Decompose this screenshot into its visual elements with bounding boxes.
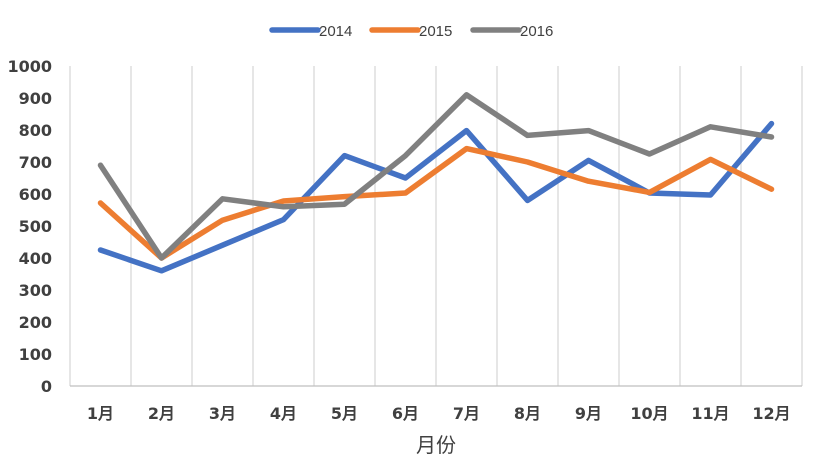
y-tick-label: 200 (19, 313, 52, 332)
legend-label-2016: 2016 (520, 23, 553, 40)
y-tick-label: 800 (19, 121, 52, 140)
y-tick-label: 600 (19, 185, 52, 204)
series-layer (97, 92, 775, 274)
y-tick-label: 500 (19, 217, 52, 236)
x-tick-label: 1月 (87, 404, 114, 423)
y-tick-label: 700 (19, 153, 52, 172)
legend-label-2015: 2015 (419, 23, 452, 40)
x-axis-title: 月份 (416, 433, 456, 457)
x-tick-label: 2月 (148, 404, 175, 423)
y-tick-label: 300 (19, 281, 52, 300)
series-line-2015 (97, 145, 775, 261)
grid-layer (69, 66, 803, 386)
axis-layer: 0 100 200 300 400 500 600 700 800 900 1000 1月 2月 3月 4月… (7, 57, 802, 423)
legend: 2014 2015 2016 (269, 23, 553, 40)
y-tick-label: 0 (41, 377, 52, 396)
x-tick-label: 4月 (270, 404, 297, 423)
y-tick-label: 1000 (7, 57, 52, 76)
x-tick-label: 3月 (209, 404, 236, 423)
x-tick-label: 8月 (514, 404, 541, 423)
x-tick-label: 12月 (752, 404, 790, 423)
x-tick-label: 7月 (453, 404, 480, 423)
x-tick-label: 10月 (630, 404, 668, 423)
y-tick-label: 900 (19, 89, 52, 108)
y-tick-label: 400 (19, 249, 52, 268)
x-tick-label: 6月 (392, 404, 419, 423)
x-tick-label: 9月 (575, 404, 602, 423)
x-tick-label: 5月 (331, 404, 358, 423)
legend-label-2014: 2014 (319, 23, 352, 40)
y-tick-label: 100 (19, 345, 52, 364)
series-line-2016 (97, 92, 775, 261)
x-tick-label: 11月 (691, 404, 729, 423)
series-line-2014 (97, 120, 775, 274)
